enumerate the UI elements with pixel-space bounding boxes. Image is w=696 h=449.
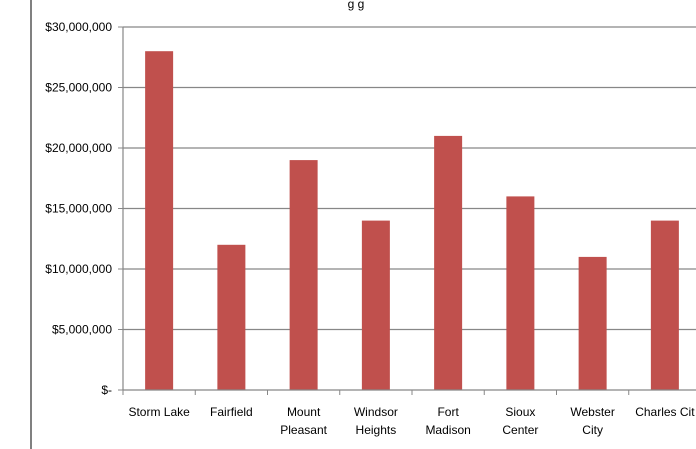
x-tick-label: Mount Pleasant xyxy=(280,405,327,437)
bar xyxy=(434,135,463,390)
chart-title: g g xyxy=(348,0,365,11)
x-tick-label: Fort Madison xyxy=(425,405,470,437)
x-tick-label: Fairfield xyxy=(210,405,253,419)
bar xyxy=(506,196,535,390)
x-axis-tick-labels: Storm Lake Fairfield Mount Pleasant Windsor H… xyxy=(128,405,695,437)
bar xyxy=(217,244,246,390)
axes xyxy=(118,26,696,395)
x-tick-label: Sioux Center xyxy=(502,405,538,437)
x-tick-label: Windsor Heights xyxy=(354,405,398,437)
x-tick-label: Charles Cit xyxy=(635,405,695,419)
y-tick-label: $25,000,000 xyxy=(45,81,112,95)
bar xyxy=(145,51,174,390)
x-tick-label: Webster City xyxy=(570,405,614,437)
bars xyxy=(145,51,679,390)
y-tick-label: $30,000,000 xyxy=(45,20,112,34)
bar xyxy=(578,256,607,390)
x-tick-label: Storm Lake xyxy=(128,405,190,419)
y-tick-label: $10,000,000 xyxy=(45,262,112,276)
y-axis-tick-labels: $- $5,000,000 $10,000,000 $15,000,000 $20,00… xyxy=(45,20,112,397)
bar xyxy=(650,220,679,390)
y-tick-label: $- xyxy=(101,383,112,397)
bar xyxy=(361,220,390,390)
y-tick-label: $20,000,000 xyxy=(45,141,112,155)
y-tick-label: $15,000,000 xyxy=(45,202,112,216)
bar xyxy=(289,160,318,390)
y-tick-label: $5,000,000 xyxy=(52,323,112,337)
